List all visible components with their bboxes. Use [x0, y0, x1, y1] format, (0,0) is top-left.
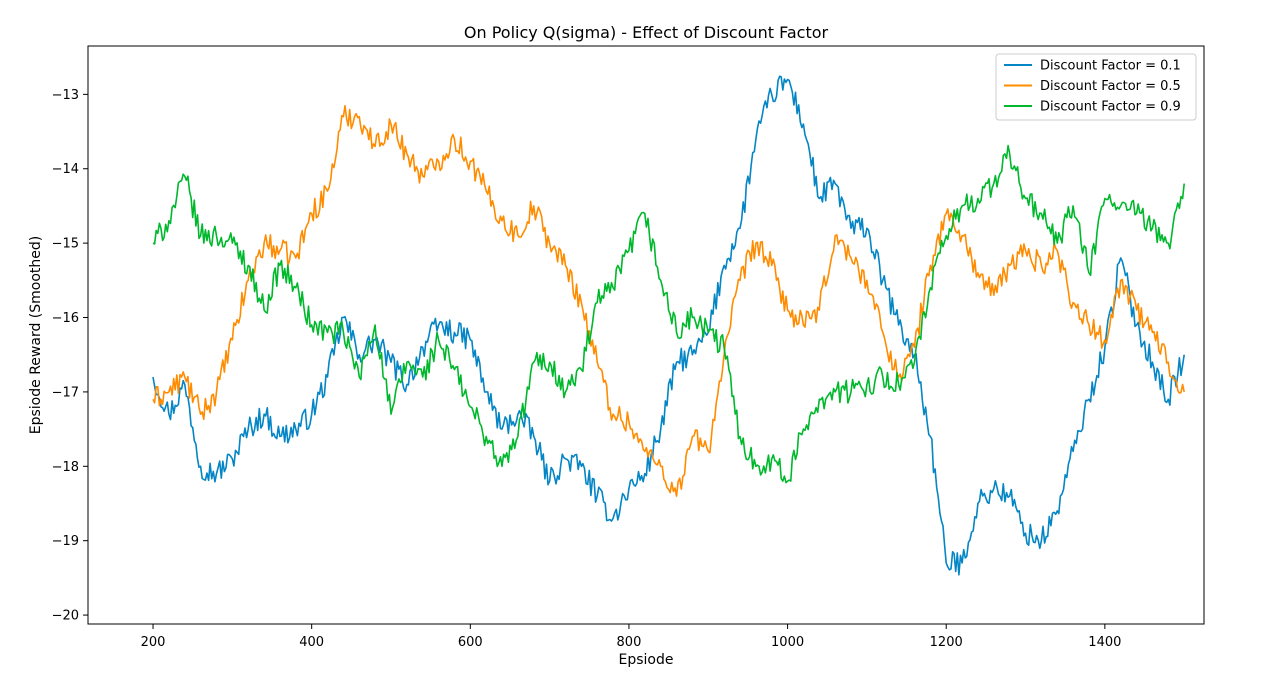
y-tick-label: −19	[52, 534, 79, 549]
y-tick-label: −15	[52, 237, 79, 252]
x-axis-label: Epsiode	[619, 652, 674, 668]
x-tick-label: 1400	[1088, 635, 1121, 650]
y-tick-label: −14	[52, 162, 79, 177]
x-tick-label: 400	[299, 635, 324, 650]
x-axis: 200 400 600 800 1000 1200 1400	[141, 624, 1121, 650]
legend-label-2: Discount Factor = 0.5	[1040, 79, 1181, 94]
y-tick-label: −20	[52, 609, 79, 624]
legend-label-1: Discount Factor = 0.1	[1040, 59, 1181, 74]
series-layer	[152, 75, 1185, 576]
legend-box	[995, 53, 1197, 121]
plot-frame	[87, 45, 1205, 625]
y-tick-label: −17	[52, 385, 79, 400]
x-tick-label: 200	[141, 635, 166, 650]
legend-label-3: Discount Factor = 0.9	[1040, 100, 1181, 115]
series-line-2	[152, 105, 1185, 497]
y-axis-label: Epsiode Reward (Smoothed)	[28, 236, 44, 434]
legend: Discount Factor = 0.1 Discount Factor = 0…	[995, 53, 1197, 121]
series-line-3	[152, 144, 1185, 484]
x-tick-label: 600	[458, 635, 483, 650]
y-tick-label: −18	[52, 460, 79, 475]
series-line-1	[152, 75, 1185, 576]
x-tick-label: 1000	[771, 635, 804, 650]
chart-title: On Policy Q(sigma) - Effect of Discount …	[464, 23, 829, 42]
y-axis: −13 −14 −15 −16 −17 −18 −19 −20	[52, 88, 88, 624]
x-tick-label: 800	[617, 635, 642, 650]
y-tick-label: −13	[52, 88, 79, 103]
y-tick-label: −16	[52, 311, 79, 326]
x-tick-label: 1200	[930, 635, 963, 650]
